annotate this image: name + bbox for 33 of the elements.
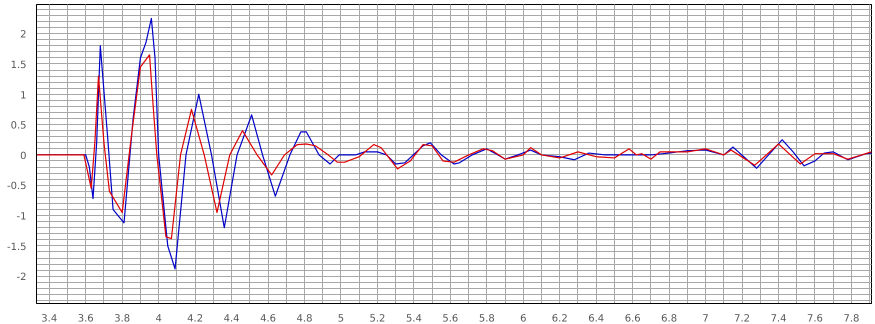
- x-tick-label: 4: [155, 314, 162, 324]
- x-tick-label: 7.6: [807, 314, 823, 324]
- y-tick-label: 1: [20, 90, 27, 102]
- x-tick-label: 4.4: [224, 314, 240, 324]
- x-tick-label: 4.8: [296, 314, 312, 324]
- x-tick-label: 6.2: [552, 314, 568, 324]
- x-tick-label: 6: [520, 314, 526, 324]
- x-tick-label: 3.8: [114, 314, 130, 324]
- x-tick-label: 5: [338, 314, 344, 324]
- x-tick-label: 3.4: [41, 314, 58, 324]
- x-tick-label: 6.4: [588, 314, 604, 324]
- x-tick-label: 5.8: [478, 314, 495, 324]
- y-tick-label: -0.5: [6, 181, 27, 192]
- y-tick-label: -2: [16, 272, 27, 284]
- x-tick-label: 5.4: [406, 314, 422, 324]
- line-series: [36, 54, 872, 240]
- y-tick-label: 0: [20, 150, 27, 162]
- x-tick-label: 6.8: [661, 314, 678, 324]
- y-tick-label: 2: [20, 30, 27, 41]
- x-tick-label: 7.4: [770, 314, 786, 324]
- x-tick-label: 7.8: [843, 314, 860, 324]
- y-tick-label: -1.5: [6, 242, 27, 253]
- x-tick-label: 5.6: [442, 314, 458, 324]
- x-tick-label: 4.2: [187, 314, 204, 324]
- x-tick-label: 4.6: [260, 314, 276, 324]
- x-tick-label: 3.6: [78, 314, 94, 324]
- x-tick-label: 7.2: [734, 314, 750, 324]
- x-tick-label: 6.6: [624, 314, 641, 324]
- y-tick-label: 0.5: [10, 120, 27, 132]
- y-tick-label: -1: [16, 212, 27, 223]
- x-tick-label: 5.2: [369, 314, 386, 324]
- x-tick-label: 7: [702, 314, 709, 324]
- y-tick-label: 1.5: [10, 60, 27, 71]
